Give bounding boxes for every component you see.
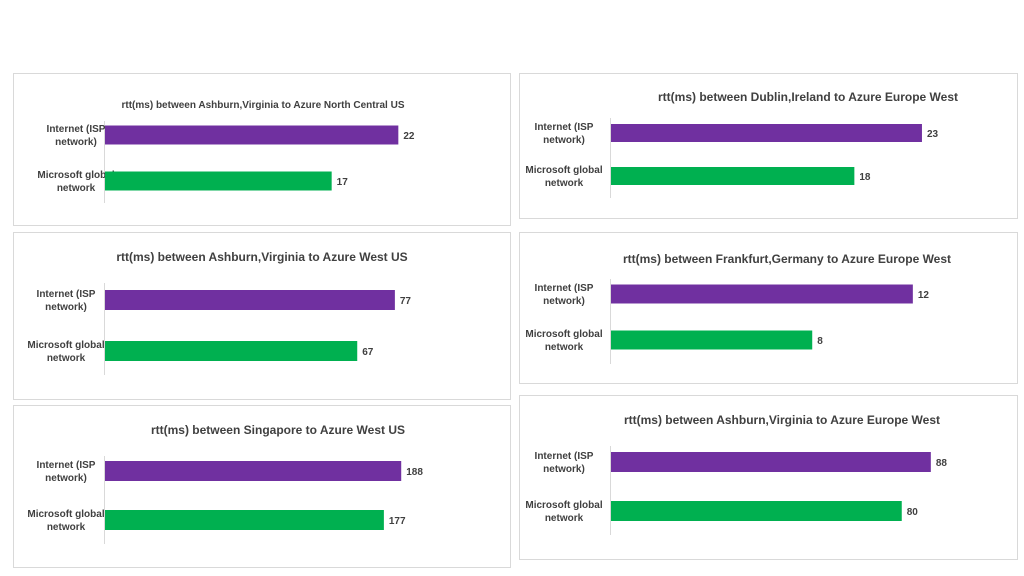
- bar-microsoft: [611, 501, 902, 521]
- category-label-internet: Internet (ISP network): [535, 283, 594, 307]
- category-label-microsoft: Microsoft global network: [525, 329, 602, 353]
- chart-title: rtt(ms) between Ashburn,Virginia to Azur…: [624, 413, 940, 427]
- category-label-microsoft: Microsoft global network: [525, 500, 602, 524]
- category-label-internet: Internet (ISP network): [37, 460, 96, 484]
- bar-internet: [105, 461, 402, 481]
- category-label-microsoft: Microsoft global network: [525, 165, 602, 189]
- chart-panel-ashburn-europe-west: rtt(ms) between Ashburn,Virginia to Azur…: [519, 395, 1018, 560]
- bar-internet: [105, 290, 395, 310]
- data-label-internet: 188: [406, 467, 423, 478]
- chart-panel-ashburn-west-us: rtt(ms) between Ashburn,Virginia to Azur…: [13, 232, 511, 400]
- data-label-microsoft: 67: [362, 347, 374, 358]
- category-label-internet: Internet (ISP network): [535, 122, 594, 146]
- bar-microsoft: [611, 330, 813, 350]
- category-label-microsoft: Microsoft global network: [27, 340, 104, 364]
- data-label-internet: 88: [936, 458, 948, 469]
- data-label-internet: 22: [403, 131, 415, 142]
- chart-title: rtt(ms) between Dublin,Ireland to Azure …: [658, 90, 958, 104]
- category-label-internet: Internet (ISP network): [47, 124, 106, 148]
- chart-panel-frankfurt-europe-west: rtt(ms) between Frankfurt,Germany to Azu…: [519, 232, 1018, 384]
- data-label-internet: 77: [400, 296, 412, 307]
- bar-internet: [611, 452, 931, 472]
- bar-internet: [611, 124, 922, 142]
- bar-internet: [105, 125, 399, 145]
- chart-title: rtt(ms) between Ashburn,Virginia to Azur…: [122, 100, 405, 111]
- bar-microsoft: [611, 167, 855, 185]
- category-label-microsoft: Microsoft global network: [27, 509, 104, 533]
- data-label-internet: 23: [927, 129, 939, 140]
- data-label-microsoft: 177: [389, 516, 406, 527]
- bar-microsoft: [105, 510, 384, 530]
- bar-microsoft: [105, 341, 358, 361]
- data-label-internet: 12: [918, 290, 930, 301]
- chart-title: rtt(ms) between Singapore to Azure West …: [151, 423, 405, 437]
- data-label-microsoft: 80: [907, 507, 919, 518]
- category-label-internet: Internet (ISP network): [535, 451, 594, 475]
- chart-title: rtt(ms) between Frankfurt,Germany to Azu…: [623, 252, 951, 266]
- chart-panel-dublin-europe-west: rtt(ms) between Dublin,Ireland to Azure …: [519, 73, 1018, 219]
- bar-internet: [611, 284, 913, 304]
- data-label-microsoft: 8: [817, 336, 823, 347]
- chart-panel-ashburn-north-central-us: rtt(ms) between Ashburn,Virginia to Azur…: [13, 73, 511, 226]
- bar-microsoft: [105, 171, 332, 191]
- chart-title: rtt(ms) between Ashburn,Virginia to Azur…: [116, 250, 407, 264]
- category-label-internet: Internet (ISP network): [37, 289, 96, 313]
- data-label-microsoft: 17: [337, 177, 349, 188]
- category-label-microsoft: Microsoft global network: [37, 170, 114, 194]
- data-label-microsoft: 18: [859, 172, 871, 183]
- chart-panel-singapore-west-us: rtt(ms) between Singapore to Azure West …: [13, 405, 511, 568]
